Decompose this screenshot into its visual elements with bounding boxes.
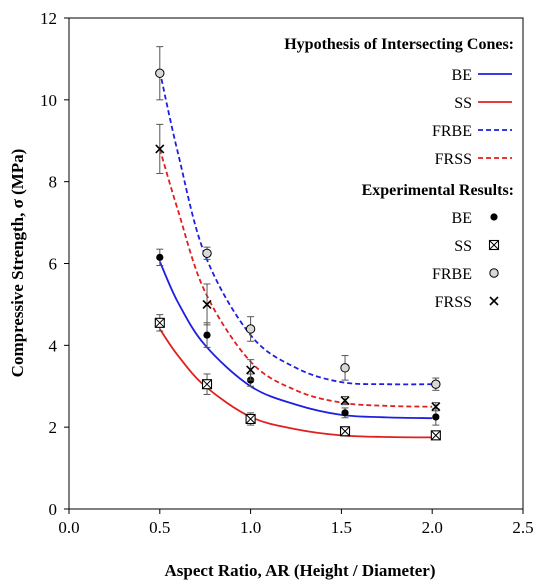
marker-cross-b [245, 414, 256, 424]
point-be [341, 409, 349, 417]
legend-marker-ss [488, 239, 500, 251]
x-axis-title: Aspect Ratio, AR (Height / Diameter) [165, 561, 436, 580]
point-frss [202, 299, 212, 309]
model-curves [158, 70, 433, 439]
marker-dot [432, 413, 440, 421]
y-axis-title: Compressive Strength, σ (MPa) [8, 149, 27, 378]
legend-label-ss: SS [454, 95, 472, 112]
point-frbe [202, 248, 212, 258]
x-tick-label: 0.0 [58, 518, 79, 537]
marker-cross-b [340, 396, 350, 406]
curve-ss [159, 328, 433, 439]
marker-cross-b [246, 365, 256, 375]
point-frss [246, 365, 256, 375]
marker-cross-b [489, 296, 499, 306]
legend-label-exp-frss: FRSS [435, 294, 472, 311]
point-be [432, 413, 440, 421]
marker-dot [203, 331, 211, 339]
curve-be [158, 261, 433, 420]
point-frbe [155, 68, 165, 78]
point-ss [154, 317, 165, 328]
marker-ring [202, 248, 212, 258]
legend-marker-be [490, 213, 498, 221]
x-tick-label: 0.5 [149, 518, 170, 537]
marker-cross-b [431, 402, 441, 412]
legend-label-be: BE [452, 67, 472, 84]
marker-cross-b [155, 144, 165, 154]
y-tick-label: 2 [49, 418, 58, 437]
legend-label-exp-be: BE [452, 210, 472, 227]
marker-ring [340, 363, 350, 373]
legend-label-frss: FRSS [435, 151, 472, 168]
marker-cross-b [340, 426, 350, 437]
marker-cross-b [430, 430, 441, 441]
marker-ring [489, 268, 499, 278]
x-tick-label: 1.5 [331, 518, 352, 537]
curve-frbe [158, 70, 433, 386]
point-ss [245, 413, 256, 425]
point-frbe [245, 324, 256, 334]
legend: Hypothesis of Intersecting Cones: BE SS FRB… [284, 36, 514, 311]
marker-cross-b [154, 317, 165, 328]
legend-marker-frss [489, 296, 499, 306]
point-frbe [340, 363, 350, 373]
y-tick-label: 4 [49, 336, 58, 355]
legend-marker-frbe [489, 268, 499, 278]
marker-ring [431, 379, 441, 389]
point-ss [430, 430, 441, 441]
point-ss [339, 426, 351, 437]
experimental-points [154, 46, 441, 441]
y-tick-label: 10 [40, 91, 57, 110]
point-frss [431, 402, 441, 412]
marker-dot [156, 253, 164, 261]
marker-cross-b [202, 299, 212, 309]
y-tick-label: 0 [49, 500, 58, 519]
marker-ring [245, 324, 256, 334]
point-ss [201, 379, 213, 390]
marker-dot [341, 409, 349, 417]
legend-label-exp-ss: SS [454, 238, 472, 255]
y-tick-label: 12 [40, 9, 57, 28]
x-tick-label: 1.0 [240, 518, 261, 537]
point-be [203, 331, 211, 339]
marker-cross-b [489, 240, 499, 250]
legend-heading-experimental: Experimental Results: [362, 182, 514, 199]
marker-dot [490, 213, 498, 221]
marker-ring [155, 68, 165, 78]
x-tick-label: 2.0 [422, 518, 443, 537]
point-frss [155, 144, 165, 154]
point-frbe [431, 379, 441, 389]
point-be [156, 253, 164, 261]
curve-frss [158, 148, 433, 408]
legend-label-exp-frbe: FRBE [432, 266, 472, 283]
marker-cross-b [202, 379, 212, 390]
x-tick-label: 2.5 [512, 518, 533, 537]
legend-label-frbe: FRBE [432, 123, 472, 140]
y-tick-label: 8 [49, 173, 58, 192]
legend-heading-model: Hypothesis of Intersecting Cones: [284, 36, 514, 53]
axes: 0.0 0.5 1.0 1.5 2.0 2.5 0 2 4 6 8 10 12 [40, 9, 534, 537]
y-tick-label: 6 [49, 255, 58, 274]
point-frss [340, 396, 350, 406]
